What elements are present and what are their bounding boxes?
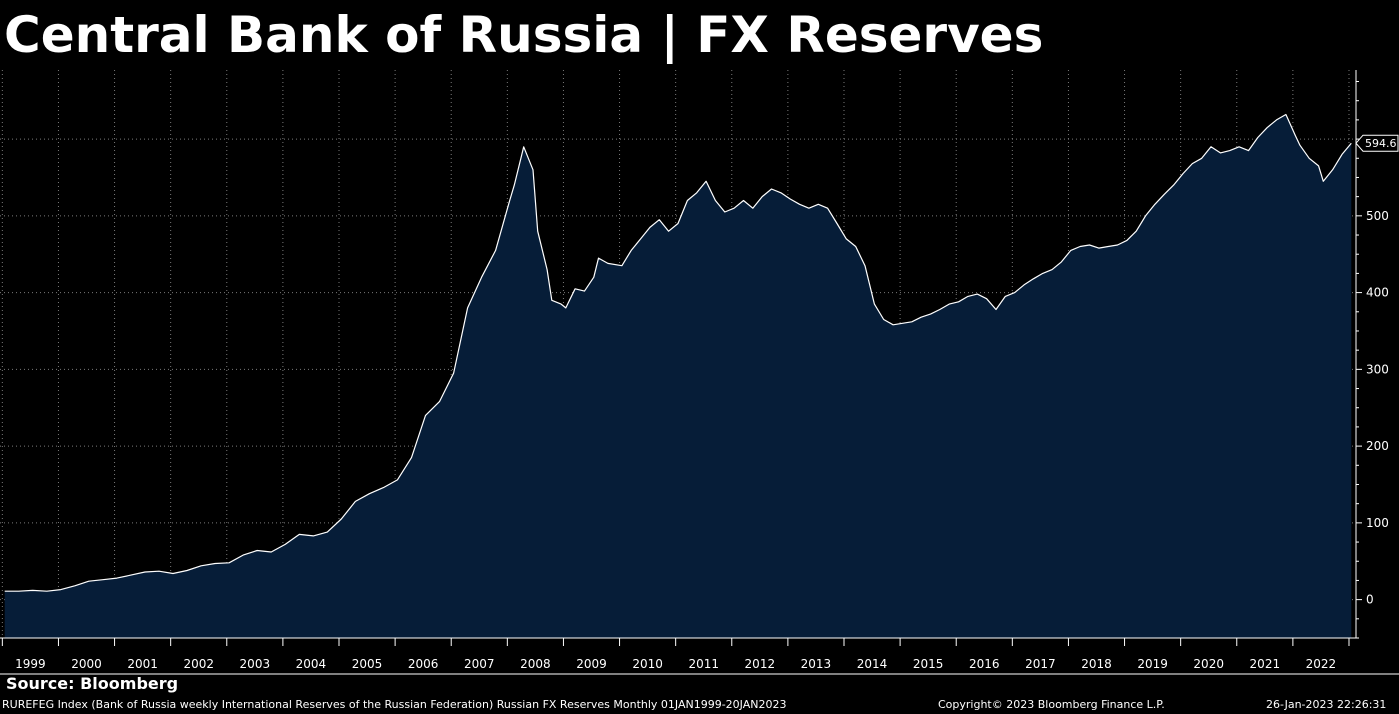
- x-tick-label: 2014: [857, 657, 888, 671]
- x-tick-label: 2001: [127, 657, 158, 671]
- y-tick-label: 500: [1366, 209, 1389, 223]
- series-area: [4, 113, 1352, 638]
- x-tick-label: 2016: [969, 657, 1000, 671]
- x-tick-label: 2020: [1193, 657, 1224, 671]
- x-tick-label: 2003: [240, 657, 271, 671]
- x-tick-label: 1999: [15, 657, 46, 671]
- y-tick-label: 400: [1366, 286, 1389, 300]
- x-tick-label: 2018: [1081, 657, 1112, 671]
- source-label: Source: Bloomberg: [6, 674, 179, 693]
- last-value-label: 594.6: [1365, 137, 1397, 150]
- chart-title: Central Bank of Russia | FX Reserves: [4, 6, 1044, 64]
- x-tick-label: 2011: [688, 657, 719, 671]
- x-tick-label: 2009: [576, 657, 607, 671]
- x-tick-label: 2019: [1137, 657, 1168, 671]
- series-description: RUREFEG Index (Bank of Russia weekly Int…: [2, 698, 787, 711]
- x-tick-label: 2008: [520, 657, 551, 671]
- series-area-fill: [4, 114, 1352, 638]
- tick-labels: 0 100 200 300 400 500 1999 2000 2001 2002 2003 2004…: [15, 209, 1389, 671]
- x-tick-label: 2022: [1306, 657, 1337, 671]
- x-tick-label: 2000: [71, 657, 102, 671]
- timestamp: 26-Jan-2023 22:26:31: [1266, 698, 1387, 711]
- axes: [0, 70, 1399, 675]
- y-tick-label: 0: [1366, 593, 1374, 607]
- x-tick-label: 2004: [296, 657, 327, 671]
- copyright-notice: Copyright© 2023 Bloomberg Finance L.P.: [938, 698, 1165, 711]
- last-value-callout: 594.6: [1355, 134, 1399, 152]
- last-value-box: [1355, 134, 1399, 152]
- y-tick-label: 200: [1366, 439, 1389, 453]
- x-tick-label: 2007: [464, 657, 495, 671]
- x-tick-label: 2013: [801, 657, 832, 671]
- x-tick-label: 2017: [1025, 657, 1056, 671]
- y-tick-label: 100: [1366, 516, 1389, 530]
- x-tick-label: 2002: [183, 657, 214, 671]
- x-tick-label: 2005: [352, 657, 383, 671]
- x-tick-label: 2010: [632, 657, 663, 671]
- series-line: [4, 113, 1352, 592]
- x-tick-label: 2006: [408, 657, 439, 671]
- y-tick-label: 300: [1366, 362, 1389, 376]
- x-tick-label: 2015: [913, 657, 944, 671]
- x-tick-label: 2012: [745, 657, 776, 671]
- x-tick-label: 2021: [1250, 657, 1281, 671]
